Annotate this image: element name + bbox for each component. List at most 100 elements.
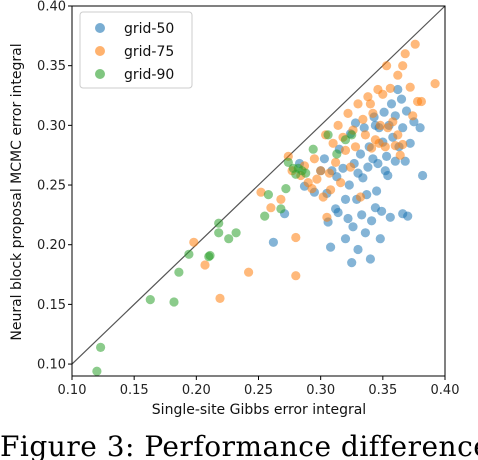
- data-point-grid-75: [382, 61, 392, 71]
- data-point-grid-75: [388, 117, 398, 127]
- data-point-grid-75: [324, 168, 334, 178]
- data-point-grid-75: [322, 212, 332, 222]
- scatter-chart: 0.10 0.15 0.20 0.25 0.30 0.35 0.40 0.10 0.15 0.20…: [9, 0, 459, 418]
- data-point-grid-75: [395, 150, 405, 160]
- data-point-grid-90: [340, 135, 351, 145]
- data-point-grid-75: [312, 174, 322, 184]
- data-point-grid-50: [375, 234, 385, 244]
- data-point-grid-50: [357, 210, 367, 220]
- data-point-grid-50: [326, 242, 336, 252]
- data-point-grid-50: [344, 180, 354, 190]
- data-point-grid-50: [319, 154, 329, 164]
- data-point-grid-75: [365, 99, 375, 109]
- data-point-grid-75: [266, 203, 276, 213]
- data-point-grid-75: [367, 143, 377, 153]
- data-point-grid-75: [256, 187, 266, 197]
- data-point-grid-75: [430, 79, 440, 89]
- x-axis-label: Single-site Gibbs error integral: [152, 402, 366, 418]
- data-point-grid-75: [326, 185, 336, 195]
- data-point-grid-50: [398, 209, 408, 219]
- data-point-grid-75: [316, 166, 326, 176]
- data-point-grid-50: [348, 222, 358, 232]
- data-point-grid-75: [340, 145, 351, 155]
- y-tick-label: 0.10: [37, 358, 66, 373]
- legend-label-grid-75: grid-75: [124, 44, 174, 60]
- data-point-grid-90: [145, 295, 155, 305]
- data-point-grid-50: [401, 106, 412, 116]
- data-point-grid-90: [214, 218, 224, 228]
- data-point-grid-75: [353, 99, 363, 109]
- y-tick-label: 0.40: [37, 0, 66, 15]
- x-tick-label: 0.15: [120, 383, 149, 398]
- legend-label-grid-50: grid-50: [124, 21, 174, 37]
- data-point-grid-75: [408, 111, 418, 121]
- data-point-grid-75: [215, 293, 225, 303]
- data-point-grid-50: [372, 186, 382, 196]
- data-point-grid-75: [200, 260, 210, 270]
- data-point-grid-75: [358, 114, 368, 124]
- data-point-grid-50: [398, 123, 408, 133]
- data-point-grid-90: [347, 130, 357, 140]
- data-point-grid-50: [382, 151, 392, 161]
- data-point-grid-75: [368, 108, 378, 118]
- legend-box: [79, 11, 193, 89]
- data-point-grid-90: [276, 204, 286, 214]
- data-point-grid-50: [343, 213, 353, 224]
- legend-marker-grid-75: [95, 46, 105, 56]
- data-point-grid-50: [268, 237, 278, 247]
- data-point-grid-50: [377, 206, 387, 216]
- data-point-grid-90: [224, 234, 234, 244]
- data-point-grid-90: [308, 144, 318, 154]
- data-point-grid-90: [96, 342, 106, 352]
- data-point-grid-75: [400, 49, 410, 59]
- data-point-grid-50: [340, 194, 351, 204]
- data-point-grid-50: [386, 99, 397, 109]
- data-point-grid-50: [355, 149, 366, 159]
- y-tick-label: 0.25: [37, 179, 66, 194]
- data-point-grid-50: [383, 170, 393, 181]
- data-point-grid-50: [367, 216, 377, 226]
- data-point-grid-75: [390, 141, 400, 151]
- data-point-grid-75: [244, 267, 254, 277]
- data-point-grid-90: [184, 249, 194, 259]
- data-point-grid-50: [396, 94, 407, 104]
- data-point-grid-50: [415, 123, 425, 133]
- data-point-grid-50: [347, 258, 357, 268]
- data-point-grid-75: [398, 139, 408, 150]
- legend-marker-grid-90: [95, 69, 105, 79]
- data-point-grid-90: [92, 366, 102, 376]
- x-tick-label: 0.35: [368, 383, 397, 398]
- legend-label-grid-90: grid-90: [124, 67, 174, 83]
- data-point-grid-75: [355, 192, 366, 202]
- data-point-grid-90: [174, 267, 184, 277]
- y-tick-label: 0.35: [37, 59, 66, 74]
- data-point-grid-50: [353, 244, 363, 255]
- data-point-grid-90: [281, 184, 291, 194]
- data-point-grid-90: [263, 190, 273, 200]
- data-point-grid-75: [374, 138, 384, 148]
- data-point-grid-75: [328, 138, 338, 148]
- data-point-grid-50: [360, 228, 370, 238]
- data-point-grid-75: [276, 194, 286, 204]
- data-point-grid-90: [323, 130, 333, 140]
- data-point-grid-90: [332, 149, 342, 159]
- data-point-grid-75: [378, 89, 388, 99]
- points-layer: [92, 39, 440, 376]
- data-point-grid-75: [189, 237, 199, 247]
- data-point-grid-75: [405, 82, 415, 92]
- data-point-grid-90: [301, 168, 311, 178]
- legend: grid-50 grid-75 grid-90: [79, 11, 193, 89]
- y-axis-label: Neural block proposal MCMC error integra…: [9, 43, 25, 340]
- figure-caption: Figure 3: Performance difference be-: [0, 430, 478, 460]
- data-point-grid-50: [379, 107, 389, 117]
- data-point-grid-90: [205, 250, 215, 261]
- data-point-grid-75: [393, 70, 403, 80]
- data-point-grid-50: [373, 158, 383, 169]
- data-point-grid-75: [291, 232, 301, 243]
- data-point-grid-75: [333, 120, 343, 130]
- x-tick-label: 0.30: [306, 383, 335, 398]
- data-point-grid-75: [307, 184, 317, 194]
- data-point-grid-50: [350, 118, 361, 128]
- y-tick-label: 0.15: [37, 298, 66, 313]
- data-point-grid-75: [416, 96, 426, 107]
